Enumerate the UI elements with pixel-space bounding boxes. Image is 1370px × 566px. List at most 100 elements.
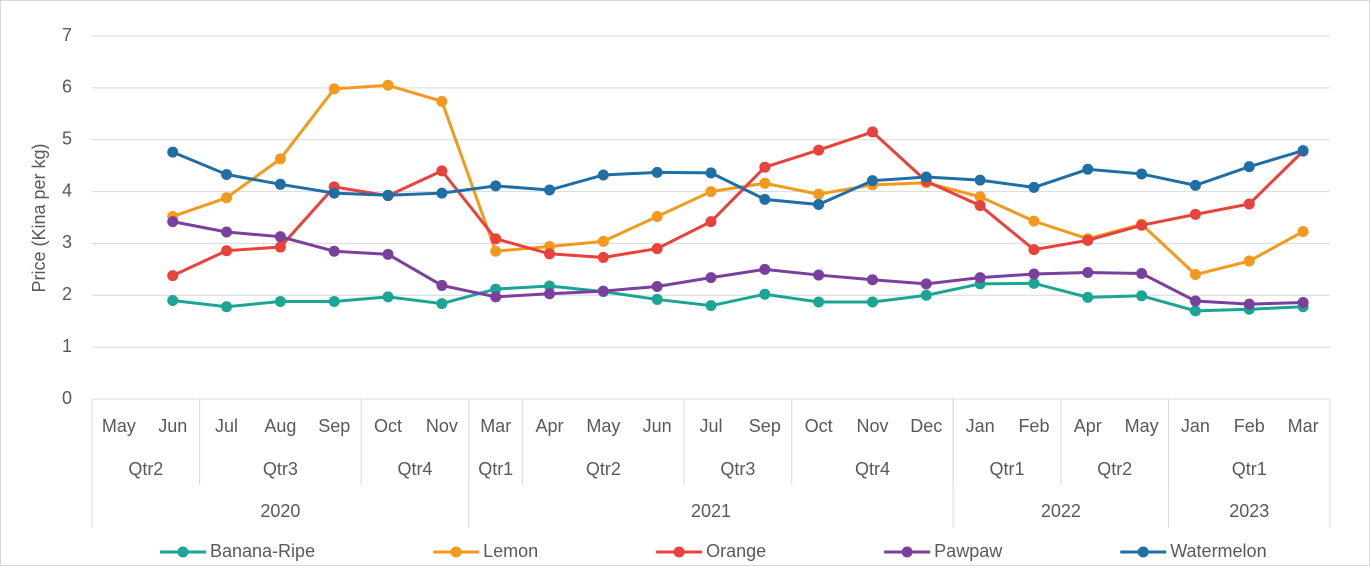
- legend-label: Lemon: [483, 541, 538, 561]
- data-point: [221, 192, 233, 204]
- x-tick-label: Apr: [536, 416, 564, 436]
- data-point: [382, 248, 394, 260]
- data-point: [974, 200, 986, 212]
- data-point: [1189, 208, 1201, 220]
- data-point: [1297, 145, 1309, 157]
- data-point: [167, 146, 179, 158]
- data-point: [597, 235, 609, 247]
- series-line: [172, 149, 1304, 207]
- series-line: [172, 220, 1304, 306]
- data-point: [1082, 234, 1094, 246]
- x-tick-label: Jan: [1181, 416, 1210, 436]
- data-point: [705, 300, 717, 312]
- x-tick-label: Sep: [318, 416, 350, 436]
- data-point: [382, 291, 394, 303]
- data-point: [1136, 268, 1148, 280]
- x-tick-label: Jun: [158, 416, 187, 436]
- x-tick-label: Aug: [264, 416, 296, 436]
- data-point: [974, 174, 986, 186]
- data-point: [597, 169, 609, 181]
- data-point: [1297, 226, 1309, 238]
- data-point: [813, 269, 825, 281]
- data-point: [274, 231, 286, 243]
- data-point: [221, 301, 233, 313]
- y-tick-label: 5: [62, 128, 72, 148]
- data-point: [490, 283, 502, 295]
- data-point: [221, 226, 233, 238]
- data-point: [1028, 181, 1040, 193]
- data-point: [651, 243, 663, 255]
- data-point: [1082, 266, 1094, 278]
- data-point: [436, 95, 448, 107]
- data-point: [221, 245, 233, 257]
- legend-label: Orange: [706, 541, 766, 561]
- data-point: [759, 263, 771, 275]
- data-point: [705, 216, 717, 228]
- data-point: [813, 144, 825, 156]
- data-point: [1082, 291, 1094, 303]
- data-point: [1028, 268, 1040, 280]
- x-tick-label: Jan: [966, 416, 995, 436]
- y-tick-label: 0: [62, 388, 72, 408]
- data-point: [813, 199, 825, 211]
- x-tick-label: Feb: [1018, 416, 1049, 436]
- data-point: [813, 188, 825, 200]
- data-point: [490, 291, 502, 303]
- data-point: [544, 248, 556, 260]
- data-point: [651, 210, 663, 222]
- data-point: [866, 126, 878, 138]
- data-point: [436, 279, 448, 291]
- data-point: [705, 186, 717, 198]
- x-tick-label: May: [102, 416, 136, 436]
- data-point: [705, 272, 717, 284]
- data-point: [1082, 163, 1094, 175]
- y-tick-label: 4: [62, 180, 72, 200]
- data-point: [866, 175, 878, 187]
- data-point: [436, 187, 448, 199]
- quarter-label: Qtr1: [990, 459, 1025, 479]
- data-point: [490, 233, 502, 245]
- data-point: [1189, 295, 1201, 307]
- data-point: [1243, 255, 1255, 267]
- quarter-label: Qtr1: [1232, 459, 1267, 479]
- x-tick-label: May: [1125, 416, 1159, 436]
- data-point: [274, 178, 286, 190]
- data-point: [544, 184, 556, 196]
- data-point: [221, 168, 233, 180]
- year-label: 2020: [260, 501, 300, 521]
- data-point: [974, 272, 986, 284]
- data-point: [1136, 168, 1148, 180]
- data-point: [974, 191, 986, 203]
- x-tick-label: Oct: [374, 416, 402, 436]
- data-point: [651, 280, 663, 292]
- legend-marker: [177, 546, 189, 558]
- data-point: [544, 280, 556, 292]
- data-point: [1189, 269, 1201, 281]
- data-point: [1028, 244, 1040, 256]
- data-point: [705, 167, 717, 179]
- data-point: [920, 289, 932, 301]
- data-point: [274, 296, 286, 308]
- data-point: [490, 245, 502, 257]
- data-point: [274, 153, 286, 165]
- data-point: [1189, 305, 1201, 317]
- x-tick-label: Oct: [805, 416, 833, 436]
- x-tick-label: Nov: [856, 416, 888, 436]
- quarter-label: Qtr3: [263, 459, 298, 479]
- data-point: [597, 251, 609, 263]
- data-point: [651, 293, 663, 305]
- data-point: [274, 241, 286, 253]
- y-tick-label: 3: [62, 232, 72, 252]
- data-point: [382, 79, 394, 91]
- data-point: [813, 296, 825, 308]
- series-line: [172, 281, 1304, 313]
- data-point: [866, 274, 878, 286]
- quarter-label: Qtr2: [128, 459, 163, 479]
- quarter-label: Qtr4: [397, 459, 432, 479]
- data-point: [759, 288, 771, 300]
- data-point: [328, 296, 340, 308]
- data-point: [759, 161, 771, 173]
- legend-marker: [450, 546, 462, 558]
- data-point: [328, 187, 340, 199]
